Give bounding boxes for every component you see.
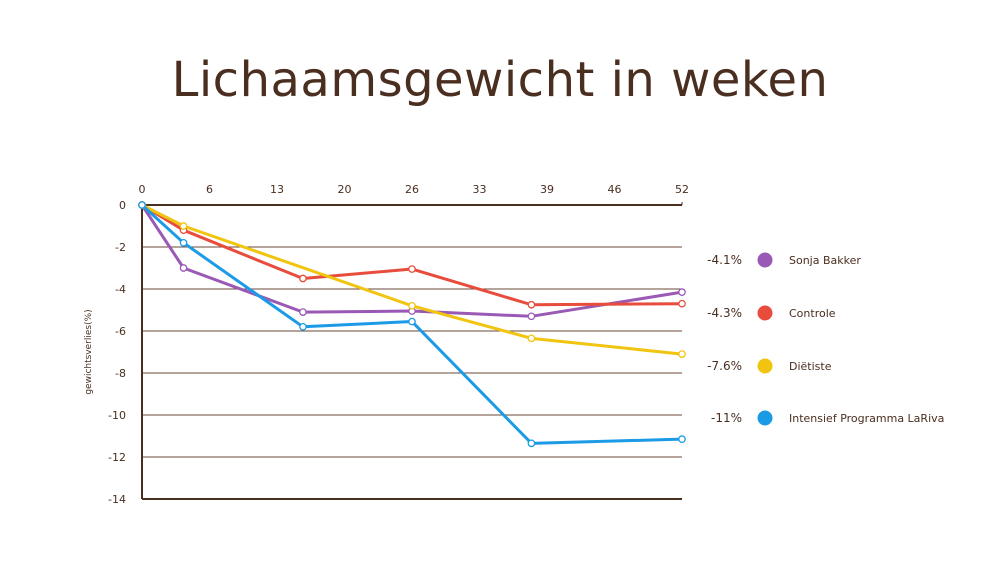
legend-value: -4.3% xyxy=(707,306,742,320)
legend-label: Sonja Bakker xyxy=(789,254,861,267)
y-tick-label: -4 xyxy=(115,283,126,296)
x-tick-label: 13 xyxy=(270,183,284,196)
x-tick-label: 33 xyxy=(473,183,487,196)
data-point xyxy=(299,308,307,316)
data-point xyxy=(299,274,307,283)
x-tick-label: 46 xyxy=(608,183,622,196)
y-tick-label: -12 xyxy=(108,451,126,464)
x-tick-label: 6 xyxy=(206,183,213,196)
y-tick-label: 0 xyxy=(119,199,126,212)
x-tick-label: 20 xyxy=(338,183,352,196)
legend-label: Intensief Programma LaRiva xyxy=(789,412,944,425)
data-point xyxy=(527,312,536,321)
y-tick-label: -14 xyxy=(108,493,126,506)
series-line xyxy=(141,203,683,356)
data-point xyxy=(678,435,686,443)
legend-label: Diëtiste xyxy=(789,360,832,373)
data-point xyxy=(678,288,686,296)
data-point xyxy=(179,238,188,247)
legend-value: -7.6% xyxy=(707,359,742,373)
legend: -4.1% Sonja Bakker -4.3% Controle -7.6% Diëti… xyxy=(707,252,944,426)
series-lines xyxy=(138,201,686,448)
legend-value: -11% xyxy=(711,411,742,425)
y-tick-label: -10 xyxy=(108,409,126,422)
chart-title: Lichaamsgewicht in weken xyxy=(171,52,829,108)
x-tick-label: 52 xyxy=(675,183,689,196)
data-point xyxy=(527,439,536,448)
axes xyxy=(141,202,683,500)
data-point xyxy=(678,350,686,358)
grid-lines xyxy=(142,246,682,458)
x-tick-label: 39 xyxy=(540,183,554,196)
legend-swatch xyxy=(757,410,773,426)
data-point xyxy=(408,265,416,273)
legend-swatch xyxy=(757,252,773,268)
y-tick-label: -6 xyxy=(115,325,126,338)
data-point xyxy=(527,300,536,309)
legend-value: -4.1% xyxy=(707,253,742,267)
data-point xyxy=(179,222,188,230)
legend-swatch xyxy=(757,305,773,321)
legend-swatch xyxy=(757,358,773,374)
data-point xyxy=(408,317,416,326)
series-line xyxy=(140,204,683,318)
y-axis-label: gewichtsverlies(%) xyxy=(84,309,94,394)
series-line xyxy=(140,203,683,445)
y-tick-label: -2 xyxy=(115,241,126,254)
data-point xyxy=(527,334,536,343)
data-point xyxy=(408,301,416,310)
data-point xyxy=(678,299,686,308)
data-point xyxy=(299,322,307,331)
series-line xyxy=(141,203,683,307)
data-point xyxy=(179,264,188,272)
x-tick-label: 0 xyxy=(139,183,146,196)
x-tick-label: 26 xyxy=(405,183,419,196)
legend-label: Controle xyxy=(789,307,836,320)
x-axis-ticks: 0 6 13 20 26 33 39 46 52 xyxy=(139,183,690,196)
data-point xyxy=(138,201,146,209)
y-tick-label: -8 xyxy=(115,367,126,380)
y-axis-ticks: 0 -2 -4 -6 -8 -10 -12 -14 xyxy=(108,199,126,506)
